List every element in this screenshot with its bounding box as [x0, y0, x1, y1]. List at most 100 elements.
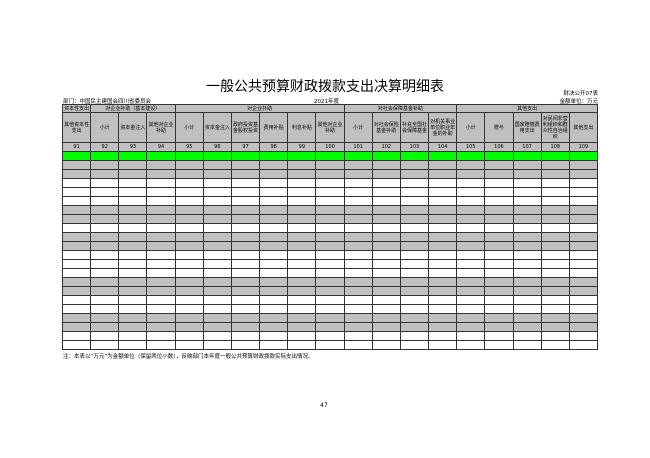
- column-number: 93: [118, 142, 148, 152]
- table-cell: [343, 187, 373, 197]
- column-number: 105: [456, 142, 486, 152]
- footnote: 注：本表以“万元”为金额单位（保留两位小数），反映部门本年度一般公共预算财政拨款…: [63, 354, 314, 360]
- group-header-row: 资本性支出 对企业补助（基本建设） 对企业补助 对社会保障基金补助 其他支出: [61, 104, 598, 113]
- table-cell: [428, 277, 458, 287]
- table-cell: [512, 223, 542, 233]
- table-cell: [174, 169, 204, 179]
- table-cell: [230, 268, 261, 278]
- table-cell: [540, 340, 570, 350]
- table-cell: [61, 151, 92, 161]
- table-cell: [540, 178, 570, 188]
- table-cell: [484, 196, 514, 206]
- table-cell: [202, 277, 232, 287]
- column-number: 91: [61, 142, 92, 152]
- table-cell: [174, 259, 204, 269]
- table-cell: [90, 340, 120, 350]
- table-cell: [428, 205, 458, 215]
- table-cell: [287, 196, 317, 206]
- table-cell: [484, 232, 514, 242]
- column-number: 99: [287, 142, 317, 152]
- table-cell: [174, 241, 204, 251]
- table-cell: [202, 268, 232, 278]
- table-cell: [371, 205, 401, 215]
- table-cell: [259, 196, 289, 206]
- group-header: 对社会保障基金补助: [343, 104, 458, 113]
- table-cell: [343, 331, 373, 341]
- table-cell: [343, 223, 373, 233]
- table-cell: [146, 295, 176, 305]
- table-cell: [343, 268, 373, 278]
- table-cell: [568, 205, 599, 215]
- table-cell: [315, 268, 345, 278]
- column-number: 104: [428, 142, 458, 152]
- table-cell: [428, 187, 458, 197]
- table-cell: [315, 322, 345, 332]
- table-cell: [259, 169, 289, 179]
- table-cell: [540, 151, 570, 161]
- table-cell: [174, 160, 204, 170]
- column-number: 95: [174, 142, 204, 152]
- table-cell: [456, 196, 486, 206]
- table-cell: [287, 277, 317, 287]
- table-cell: [399, 223, 430, 233]
- table-cell: [61, 250, 92, 260]
- table-cell: [146, 268, 176, 278]
- table-cell: [568, 214, 599, 224]
- column-number: 96: [202, 142, 232, 152]
- table-cell: [343, 295, 373, 305]
- table-cell: [287, 286, 317, 296]
- table-cell: [287, 214, 317, 224]
- table-cell: [315, 241, 345, 251]
- table-cell: [90, 223, 120, 233]
- table-cell: [568, 151, 599, 161]
- detail-table: 资本性支出 对企业补助（基本建设） 对企业补助 对社会保障基金补助 其他支出 其…: [61, 104, 599, 350]
- group-header: 其他支出: [456, 104, 598, 113]
- column-header: 小计: [174, 112, 204, 143]
- table-cell: [146, 277, 176, 287]
- table-cell: [484, 277, 514, 287]
- table-cell: [484, 187, 514, 197]
- page-title: 一般公共预算财政拨款支出决算明细表: [206, 79, 444, 95]
- table-cell: [202, 313, 232, 323]
- column-number: 94: [146, 142, 176, 152]
- table-cell: [540, 268, 570, 278]
- table-cell: [428, 286, 458, 296]
- table-cell: [343, 250, 373, 260]
- table-cell: [202, 304, 232, 314]
- table-cell: [512, 286, 542, 296]
- table-cell: [456, 340, 486, 350]
- table-cell: [371, 313, 401, 323]
- table-cell: [61, 268, 92, 278]
- table-cell: [146, 160, 176, 170]
- table-cell: [61, 223, 92, 233]
- column-number: 103: [399, 142, 430, 152]
- table-cell: [90, 196, 120, 206]
- table-cell: [118, 169, 148, 179]
- table-cell: [568, 268, 599, 278]
- column-number: 107: [512, 142, 542, 152]
- table-cell: [146, 223, 176, 233]
- table-cell: [371, 151, 401, 161]
- table-cell: [540, 304, 570, 314]
- table-cell: [230, 331, 261, 341]
- table-cell: [484, 169, 514, 179]
- table-cell: [287, 259, 317, 269]
- table-cell: [61, 286, 92, 296]
- table-cell: [61, 259, 92, 269]
- table-cell: [61, 241, 92, 251]
- table-cell: [315, 205, 345, 215]
- table-cell: [540, 286, 570, 296]
- table-cell: [512, 331, 542, 341]
- table-cell: [146, 322, 176, 332]
- table-cell: [146, 196, 176, 206]
- table-cell: [484, 313, 514, 323]
- table-cell: [568, 169, 599, 179]
- column-header: 赠与: [484, 112, 514, 143]
- table-cell: [428, 196, 458, 206]
- table-cell: [399, 295, 430, 305]
- table-cell: [61, 232, 92, 242]
- table-cell: [399, 277, 430, 287]
- table-cell: [90, 151, 120, 161]
- table-cell: [61, 169, 92, 179]
- table-cell: [399, 187, 430, 197]
